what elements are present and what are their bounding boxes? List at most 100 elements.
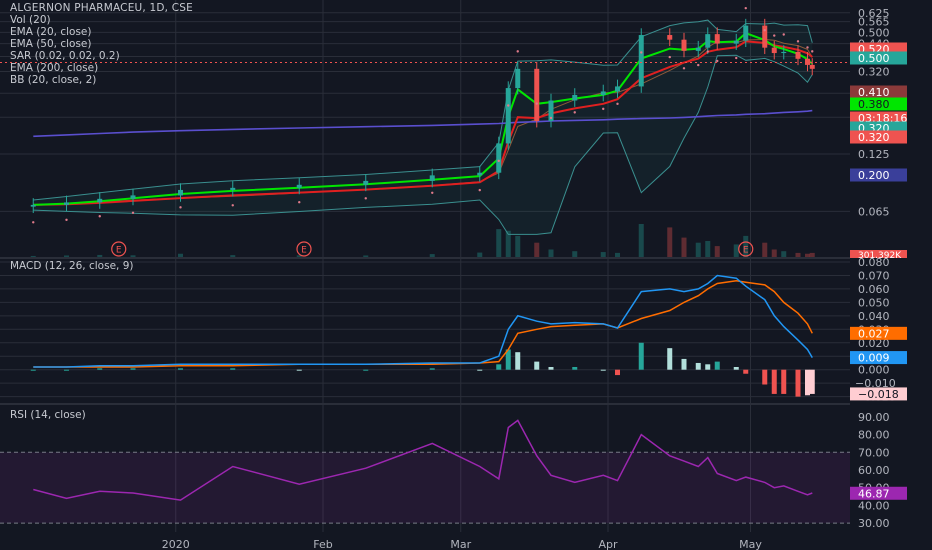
- volume-bar: [667, 227, 673, 258]
- time-axis[interactable]: 2020 Feb Mar Apr May: [0, 534, 932, 550]
- signal-value-label: 0.027: [858, 327, 890, 340]
- legend-bb[interactable]: BB (20, close, 2): [10, 74, 97, 86]
- volume-bar: [429, 254, 435, 258]
- macd-histogram-bar: [762, 369, 768, 385]
- candle-body[interactable]: [615, 86, 620, 92]
- sar-dot: [478, 188, 481, 192]
- earnings-marker[interactable]: [738, 241, 754, 257]
- candle-body[interactable]: [548, 100, 554, 122]
- candle-body[interactable]: [695, 47, 701, 51]
- sar-dot: [773, 34, 776, 37]
- macd-histogram-bar: [681, 358, 687, 370]
- legend-ema-200[interactable]: EMA (200, close): [10, 62, 99, 74]
- macd-pane[interactable]: [30, 274, 815, 397]
- rsi-pane[interactable]: [0, 419, 850, 524]
- candle-body[interactable]: [743, 25, 749, 41]
- candle-body[interactable]: [30, 204, 36, 207]
- macd-tick-label: 0.060: [858, 283, 890, 296]
- macd-histogram-bar: [130, 368, 136, 370]
- earnings-marker[interactable]: [296, 241, 312, 257]
- ema-20-value-label-badge[interactable]: [850, 97, 907, 111]
- candle-body[interactable]: [714, 34, 720, 44]
- rsi-value-badge[interactable]: [850, 486, 907, 500]
- macd-histogram-bar: [695, 362, 701, 370]
- time-label: Feb: [313, 538, 332, 550]
- macd-value-label-badge[interactable]: [850, 351, 907, 365]
- candle-body[interactable]: [638, 35, 644, 87]
- countdown-label-badge[interactable]: [850, 111, 907, 125]
- price-tick-label: 0.065: [858, 205, 890, 218]
- last-close-value-label-badge[interactable]: [850, 85, 907, 99]
- macd-histogram-bar: [534, 361, 540, 370]
- earnings-marker-label: E: [116, 246, 122, 256]
- candle-body[interactable]: [600, 91, 606, 95]
- volume-bar: [762, 242, 768, 258]
- candle-body[interactable]: [572, 94, 578, 101]
- candle-body[interactable]: [762, 25, 768, 48]
- volume-value-badge[interactable]: [850, 250, 907, 258]
- volume-bar: [743, 235, 749, 258]
- candle-body[interactable]: [230, 187, 236, 190]
- rsi-tick-label: 40.00: [858, 499, 890, 512]
- ema-50-value-label: 0.320: [858, 131, 890, 144]
- macd-histogram-bar: [615, 369, 620, 376]
- candle-body[interactable]: [705, 34, 711, 48]
- candle-body[interactable]: [505, 88, 511, 144]
- sar-dot: [131, 211, 135, 215]
- candle-body[interactable]: [429, 175, 435, 181]
- macd-tick-label: 0.070: [858, 269, 890, 282]
- volume-bar: [477, 252, 483, 258]
- candle-body[interactable]: [178, 189, 183, 196]
- ema-50-value-label-badge[interactable]: [850, 130, 907, 144]
- candle-body[interactable]: [296, 184, 302, 188]
- legend-ema-20[interactable]: EMA (20, close): [10, 26, 92, 38]
- price-tick-label: 0.500: [858, 26, 890, 39]
- candle-body[interactable]: [496, 143, 502, 173]
- candle-body[interactable]: [667, 35, 673, 40]
- sar-dot: [735, 56, 738, 60]
- legend-volume[interactable]: Vol (20): [10, 14, 51, 26]
- candle-body[interactable]: [733, 40, 739, 44]
- sar-dot: [796, 40, 800, 43]
- candle-body[interactable]: [97, 198, 103, 203]
- candle-body[interactable]: [681, 39, 687, 51]
- ema-200-value-label-badge[interactable]: [850, 168, 907, 182]
- macd-histogram-bar: [795, 369, 801, 397]
- candle-body[interactable]: [515, 68, 521, 89]
- candle-body[interactable]: [130, 195, 136, 199]
- ema-200-line: [33, 109, 813, 138]
- sar-dot: [549, 116, 553, 120]
- macd-legend[interactable]: MACD (12, 26, close, 9): [10, 260, 134, 272]
- macd-tick-label: 0.000: [858, 364, 890, 377]
- legend-ema-50[interactable]: EMA (50, close): [10, 38, 92, 50]
- macd-histogram-bar: [515, 352, 521, 370]
- signal-value-label-badge[interactable]: [850, 326, 907, 340]
- earnings-marker[interactable]: [111, 241, 127, 257]
- macd-histogram-bar: [30, 369, 36, 371]
- candle-body[interactable]: [805, 58, 810, 65]
- candle-body[interactable]: [363, 180, 369, 185]
- candle-body[interactable]: [534, 68, 540, 122]
- candle-body[interactable]: [477, 172, 483, 176]
- candle-body[interactable]: [771, 47, 777, 54]
- sar-dot: [763, 29, 766, 32]
- candle-body[interactable]: [795, 51, 801, 59]
- symbol-title[interactable]: ALGERNON PHARMACEU, 1D, CSE: [10, 2, 193, 14]
- legend-sar[interactable]: SAR (0.02, 0.02, 0.2): [10, 50, 120, 62]
- candle-body[interactable]: [809, 64, 815, 69]
- rsi-legend[interactable]: RSI (14, close): [10, 409, 86, 421]
- volume-bar: [733, 244, 739, 258]
- bb-upper-value-label-badge[interactable]: [850, 51, 907, 65]
- candle-body[interactable]: [781, 51, 787, 54]
- sar-dot: [716, 59, 719, 63]
- bb-upper-value-label: 0.500: [858, 52, 890, 65]
- volume-bar: [705, 241, 711, 258]
- sar-dot: [602, 107, 605, 111]
- candle-body[interactable]: [64, 202, 69, 205]
- price-axis[interactable]: 0.6250.5650.5000.4400.3800.3200.2500.190…: [850, 7, 907, 530]
- volume-bar: [496, 229, 502, 258]
- histogram-value-label-badge[interactable]: [850, 387, 907, 401]
- macd-histogram-bar: [477, 369, 483, 371]
